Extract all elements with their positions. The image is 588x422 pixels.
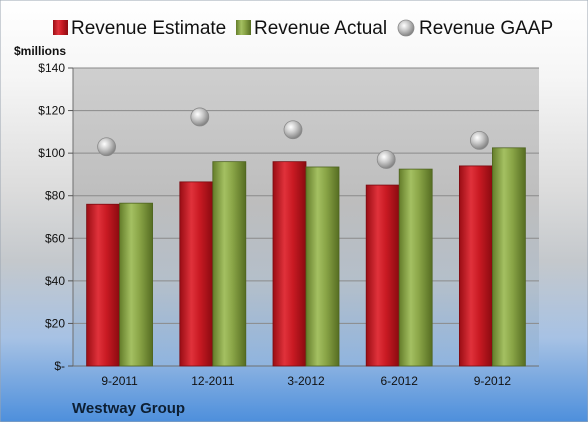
estimate-bar: [458, 165, 493, 367]
legend-swatch-gaap: [397, 19, 415, 37]
y-tick-label: $60: [45, 231, 65, 245]
actual-bar: [491, 147, 526, 367]
x-tick-label: 12-2011: [191, 374, 234, 388]
x-tick-label: 3-2012: [287, 374, 325, 388]
bar-series: [86, 147, 526, 367]
legend-swatch-actual: [236, 20, 251, 35]
estimate-bar: [365, 184, 400, 367]
estimate-bar: [179, 181, 214, 367]
estimate-bar: [86, 203, 120, 367]
gaap-marker: [190, 107, 210, 127]
actual-bar: [398, 168, 433, 367]
y-tick-label: $120: [38, 104, 65, 118]
x-tick-label: 6-2012: [381, 374, 419, 388]
y-tick-label: $-: [54, 359, 65, 373]
estimate-bar: [272, 161, 307, 367]
unit-label: $millions: [14, 44, 66, 58]
legend: Revenue Estimate Revenue Actual Revenue …: [53, 18, 553, 39]
y-tick-label: $80: [45, 189, 65, 203]
legend-item-estimate: Revenue Estimate: [53, 18, 226, 39]
x-tick-label: 9-2011: [101, 374, 138, 388]
actual-bar: [305, 166, 340, 367]
gaap-marker: [469, 130, 489, 150]
y-axis-ticks: $- $20 $40 $60 $80 $100 $120 $140: [38, 61, 73, 373]
y-tick-label: $40: [45, 274, 65, 288]
gaap-markers: [97, 107, 489, 169]
gaap-marker: [97, 137, 116, 157]
legend-item-actual: Revenue Actual: [236, 18, 387, 39]
legend-item-gaap: Revenue GAAP: [397, 18, 553, 39]
x-axis-ticks: 9-2011 12-2011 3-2012 6-2012 9-2012: [101, 374, 511, 388]
company-label: Westway Group: [72, 400, 185, 417]
legend-label-estimate: Revenue Estimate: [71, 18, 226, 39]
actual-bar: [119, 202, 153, 367]
y-tick-label: $20: [45, 316, 65, 330]
y-tick-label: $140: [38, 61, 65, 75]
legend-label-gaap: Revenue GAAP: [419, 18, 553, 39]
gaap-marker: [283, 120, 303, 140]
gaap-marker: [376, 150, 396, 169]
x-tick-label: 9-2012: [474, 374, 512, 388]
y-tick-label: $100: [38, 146, 65, 160]
legend-label-actual: Revenue Actual: [254, 18, 387, 39]
legend-swatch-estimate: [53, 20, 68, 35]
actual-bar: [212, 161, 247, 367]
